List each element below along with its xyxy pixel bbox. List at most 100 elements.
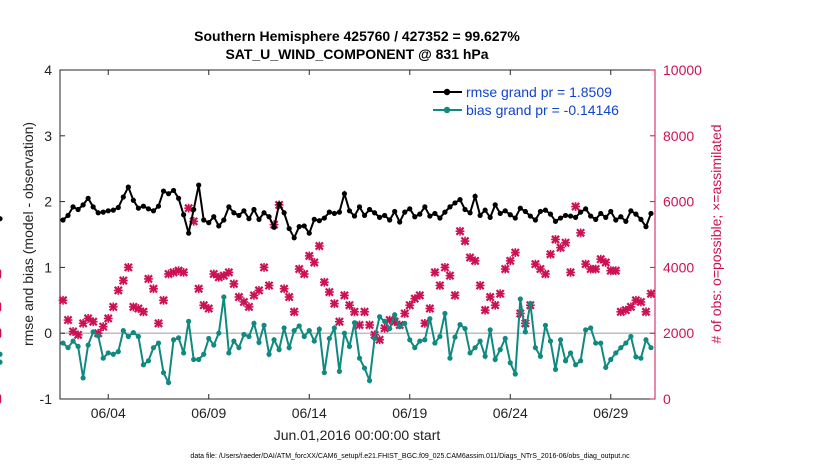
assimilated-point: [314, 241, 324, 251]
rmse-point: [557, 215, 564, 221]
assimilated-point: [470, 256, 480, 266]
rmse-point: [437, 215, 443, 221]
assimilated-point: [329, 299, 339, 308]
bias-point: [507, 360, 513, 366]
assimilated-point: [239, 297, 249, 307]
y-tick-label: 3: [44, 128, 52, 144]
rmse-point: [588, 213, 594, 219]
assimilated-point: [551, 235, 560, 244]
y-tick-label: 2: [44, 194, 52, 210]
rmse-point: [613, 217, 619, 223]
bias-point: [75, 343, 81, 349]
bias-point: [512, 371, 518, 377]
rmse-point: [417, 211, 423, 217]
assimilated-point: [299, 269, 309, 279]
rmse-point: [236, 212, 242, 219]
bias-point: [85, 342, 91, 348]
assimilated-point: [430, 267, 440, 277]
bias-point: [613, 350, 619, 356]
assimilated-point: [98, 322, 108, 332]
rmse-point: [301, 223, 307, 229]
bias-point: [603, 364, 609, 371]
x-tick-label: 06/19: [392, 405, 427, 421]
rmse-point: [567, 213, 574, 219]
assimilated-point: [108, 302, 118, 312]
bias-point: [437, 333, 443, 340]
assimilated-point: [365, 320, 374, 330]
bias-point: [211, 342, 217, 348]
bias-point: [276, 347, 282, 353]
rmse-point: [266, 214, 272, 220]
assimilated-point: [561, 238, 570, 248]
assimilated-point: [641, 307, 651, 317]
bias-point: [527, 300, 533, 307]
bias-point: [477, 338, 483, 344]
bias-point: [598, 340, 604, 346]
bias-point: [346, 343, 353, 349]
rmse-point: [537, 208, 544, 215]
assimilated-point: [566, 267, 575, 277]
assimilated-point: [460, 236, 470, 246]
assimilated-point: [118, 276, 128, 285]
bias-point: [135, 333, 141, 340]
assimilated-point: [204, 304, 214, 313]
assimilated-point: [611, 266, 621, 276]
assimilated-point: [279, 284, 289, 294]
rmse-point: [261, 210, 267, 216]
rmse-point: [281, 210, 287, 216]
rmse-point: [402, 209, 408, 215]
bias-point: [502, 335, 508, 342]
bias-point: [0, 351, 3, 357]
rmse-point: [422, 204, 428, 210]
rmse-point: [462, 206, 468, 213]
assimilated-point: [355, 320, 364, 330]
rmse-point: [427, 213, 433, 219]
data-file-footer: data file: /Users/raeder/DAI/ATM_forcXX/…: [190, 453, 630, 460]
x-axis-label: Jun.01,2016 00:00:00 start: [274, 427, 441, 443]
assimilated-point: [179, 267, 189, 277]
bias-point: [618, 345, 624, 351]
bias-point: [140, 362, 147, 368]
bias-point: [271, 337, 277, 343]
bias-point: [115, 349, 121, 355]
rmse-point: [286, 225, 292, 232]
rmse-point: [366, 206, 373, 213]
bias-point: [402, 320, 408, 326]
bias-point: [100, 355, 106, 361]
bias-point: [532, 345, 538, 351]
bias-point: [241, 331, 247, 338]
rmse-point: [361, 212, 368, 219]
rmse-point: [412, 214, 418, 220]
bias-point: [643, 337, 649, 343]
assimilated-point: [475, 281, 485, 290]
legend-bias-label: bias grand pr = -0.14146: [466, 102, 619, 118]
bias-point: [326, 335, 332, 342]
bias-point: [296, 323, 302, 329]
bias-point: [261, 322, 267, 328]
rmse-point: [512, 215, 518, 221]
assimilated-point: [490, 300, 500, 310]
assimilated-point: [264, 281, 274, 290]
rmse-point: [100, 209, 106, 215]
bias-point: [125, 333, 131, 340]
rmse-point: [95, 210, 101, 216]
bias-point: [593, 340, 599, 346]
bias-point: [452, 334, 458, 340]
rmse-point: [291, 235, 297, 241]
bias-point: [497, 347, 503, 353]
assimilated-point: [410, 294, 420, 304]
axis-ticks: 06/04 06/09 06/14 06/19 06/24 06/29 -1 0 1 2 3 4 0 20…: [40, 62, 703, 421]
rmse-point: [65, 212, 71, 219]
rmse-point: [316, 218, 322, 224]
rmse-point: [326, 209, 332, 215]
legend-rmse-label: rmse grand pr = 1.8509: [466, 84, 612, 100]
assimilated-point: [139, 307, 148, 317]
assimilated-point: [194, 284, 204, 294]
bias-point: [130, 329, 136, 336]
bias-point: [427, 316, 433, 322]
bias-point: [206, 335, 212, 342]
bias-point: [226, 350, 232, 356]
rmse-point: [457, 197, 463, 203]
bias-point: [392, 312, 398, 318]
assimilated-point: [58, 295, 68, 305]
